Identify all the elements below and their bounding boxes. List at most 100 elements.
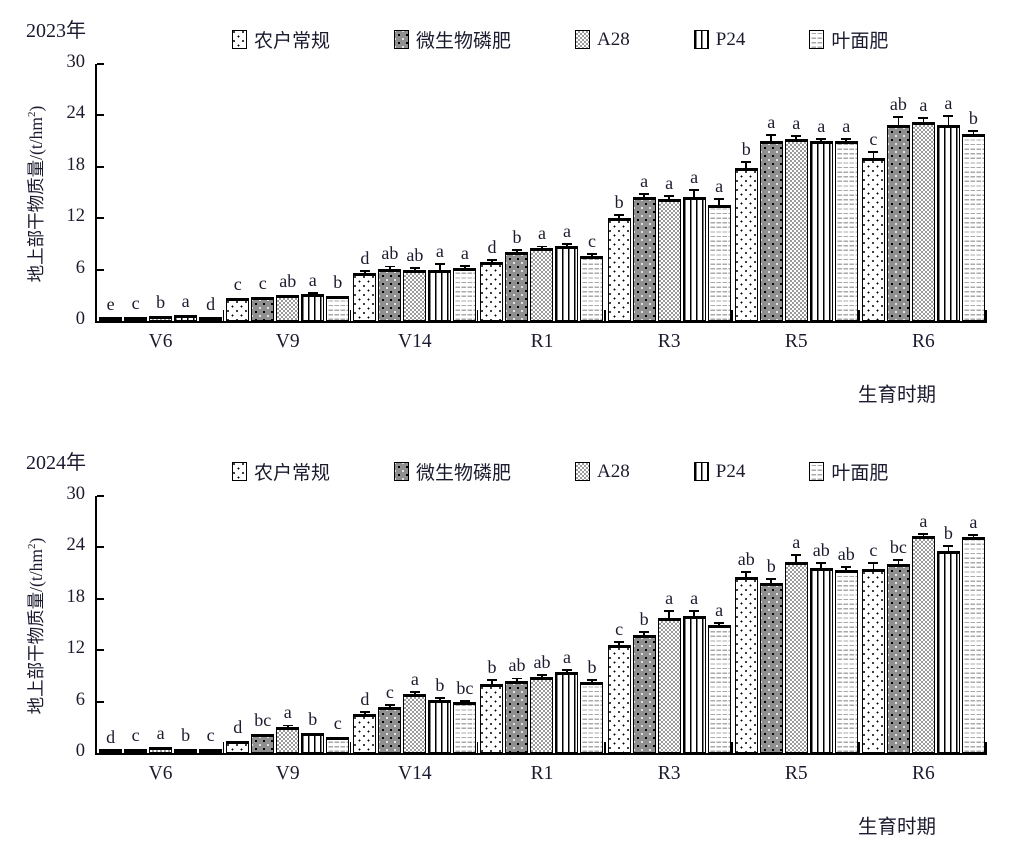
bar-slot: a [936,64,960,321]
bar-slot: d [226,496,250,753]
bar-slot: d [99,496,123,753]
x-tick-label-R5: R5 [784,331,808,352]
legend-item: 叶面肥 [809,26,888,53]
error-bar [770,579,773,583]
bar-叶面肥-R3 [707,625,731,753]
bar-group-R6: c ab a a b [860,64,987,321]
error-bar-cap [868,151,879,154]
bar-A28-R3 [657,198,681,321]
bar-slot: bc [251,496,275,753]
error-bar-cap [918,117,929,119]
error-bar-cap [486,678,497,681]
y-tick-label: 18 [66,154,86,175]
bar-农户常规-R1 [480,261,504,321]
y-axis-label-superscript: 2 [26,111,39,118]
significance-letter: a [308,269,317,290]
significance-letter: a [792,531,801,552]
error-bar-cap [536,674,547,676]
bar-slot: a [682,64,706,321]
error-bar [439,699,441,700]
bar-slot: a [657,496,681,753]
bar-农户常规-R3 [607,218,631,321]
significance-letter: b [639,608,649,629]
bar-slot: ab [403,64,427,321]
bar-农户常规-V6 [99,317,123,321]
significance-letter: c [869,129,878,150]
bar-A28-V9 [276,295,300,321]
error-bar-cap [893,116,904,118]
error-bar [618,642,620,646]
significance-letter: bc [889,537,907,558]
chart-2023: 2023年 农户常规 微生物磷肥 A28 P24 叶面肥 地上部干物质量/(t/… [0,6,1018,426]
significance-letter: a [435,240,444,261]
y-axis-tick [97,546,104,549]
x-tick-label-V6: V6 [148,763,173,784]
significance-letter: c [333,712,342,733]
error-bar-cap [614,214,625,217]
bar-农户常规-V9 [226,741,250,753]
error-bar [745,573,748,578]
error-bar [643,632,645,635]
error-bar [795,136,798,139]
error-bar [389,705,391,707]
y-axis-tick [97,217,104,220]
bar-叶面肥-R6 [961,134,985,321]
y-axis-label: 地上部干物质量/(t/hm2) [23,495,47,757]
bar-A28-V6 [149,315,173,321]
y-tick-label: 12 [66,206,86,227]
bar-微生物磷肥-R1 [505,251,529,321]
bar-农户常规-V6 [99,749,123,753]
plot-area: 0 6 12 18 24 30 e c b a d V6 c c ab a b V9 d ab ab a a V14 d b a a c… [67,52,987,352]
bar-slot: a [632,64,656,321]
significance-letter: c [869,539,878,560]
significance-letter: ab [812,539,830,560]
bar-slot: a [530,64,554,321]
legend-swatch [394,462,410,481]
bar-叶面肥-V6 [199,749,223,753]
significance-letter: c [615,618,624,639]
bar-叶面肥-R1 [580,255,604,321]
error-bar [745,162,748,168]
significance-letter: a [919,94,928,115]
bar-slot: b [580,496,604,753]
error-bar-cap [384,704,395,706]
error-bar-cap [689,189,700,192]
error-bar-cap [561,668,572,671]
x-tick-label-R6: R6 [912,331,935,352]
bar-叶面肥-R5 [834,569,858,753]
significance-letter: a [792,112,801,133]
error-bar-cap [459,265,470,268]
bar-P24-V6 [174,315,198,321]
legend-item: P24 [693,29,745,51]
bar-group-V14: d ab ab a a [351,64,478,321]
error-bar [795,555,798,562]
bar-slot: ab [276,64,300,321]
x-tick-label-R3: R3 [657,331,681,352]
error-bar [566,670,568,672]
significance-letter: b [181,724,191,745]
bar-P24-R3 [682,196,706,321]
bar-A28-R6 [911,536,935,753]
bar-A28-V14 [403,269,427,321]
bar-slot: bc [453,496,477,753]
bar-group-V14: d c a b bc [351,496,478,753]
legend-item: 农户常规 [232,26,330,53]
x-tick-label-R1: R1 [530,331,554,352]
significance-letter: a [919,510,928,531]
error-bar [311,293,314,295]
bar-农户常规-V14 [353,273,377,321]
significance-letter: a [690,588,699,609]
significance-letter: ab [837,543,855,564]
error-bar-cap [561,242,572,245]
significance-letter: a [944,93,953,114]
error-bar-cap [586,252,597,255]
error-bar [922,534,925,537]
bar-slot: a [784,64,808,321]
error-bar-cap [359,711,370,714]
bar-slot: c [251,64,275,321]
y-axis-tick [97,597,104,600]
bar-A28-R5 [784,138,808,321]
bar-group-R5: ab b a ab ab [733,496,860,753]
y-axis-tick [97,63,104,65]
